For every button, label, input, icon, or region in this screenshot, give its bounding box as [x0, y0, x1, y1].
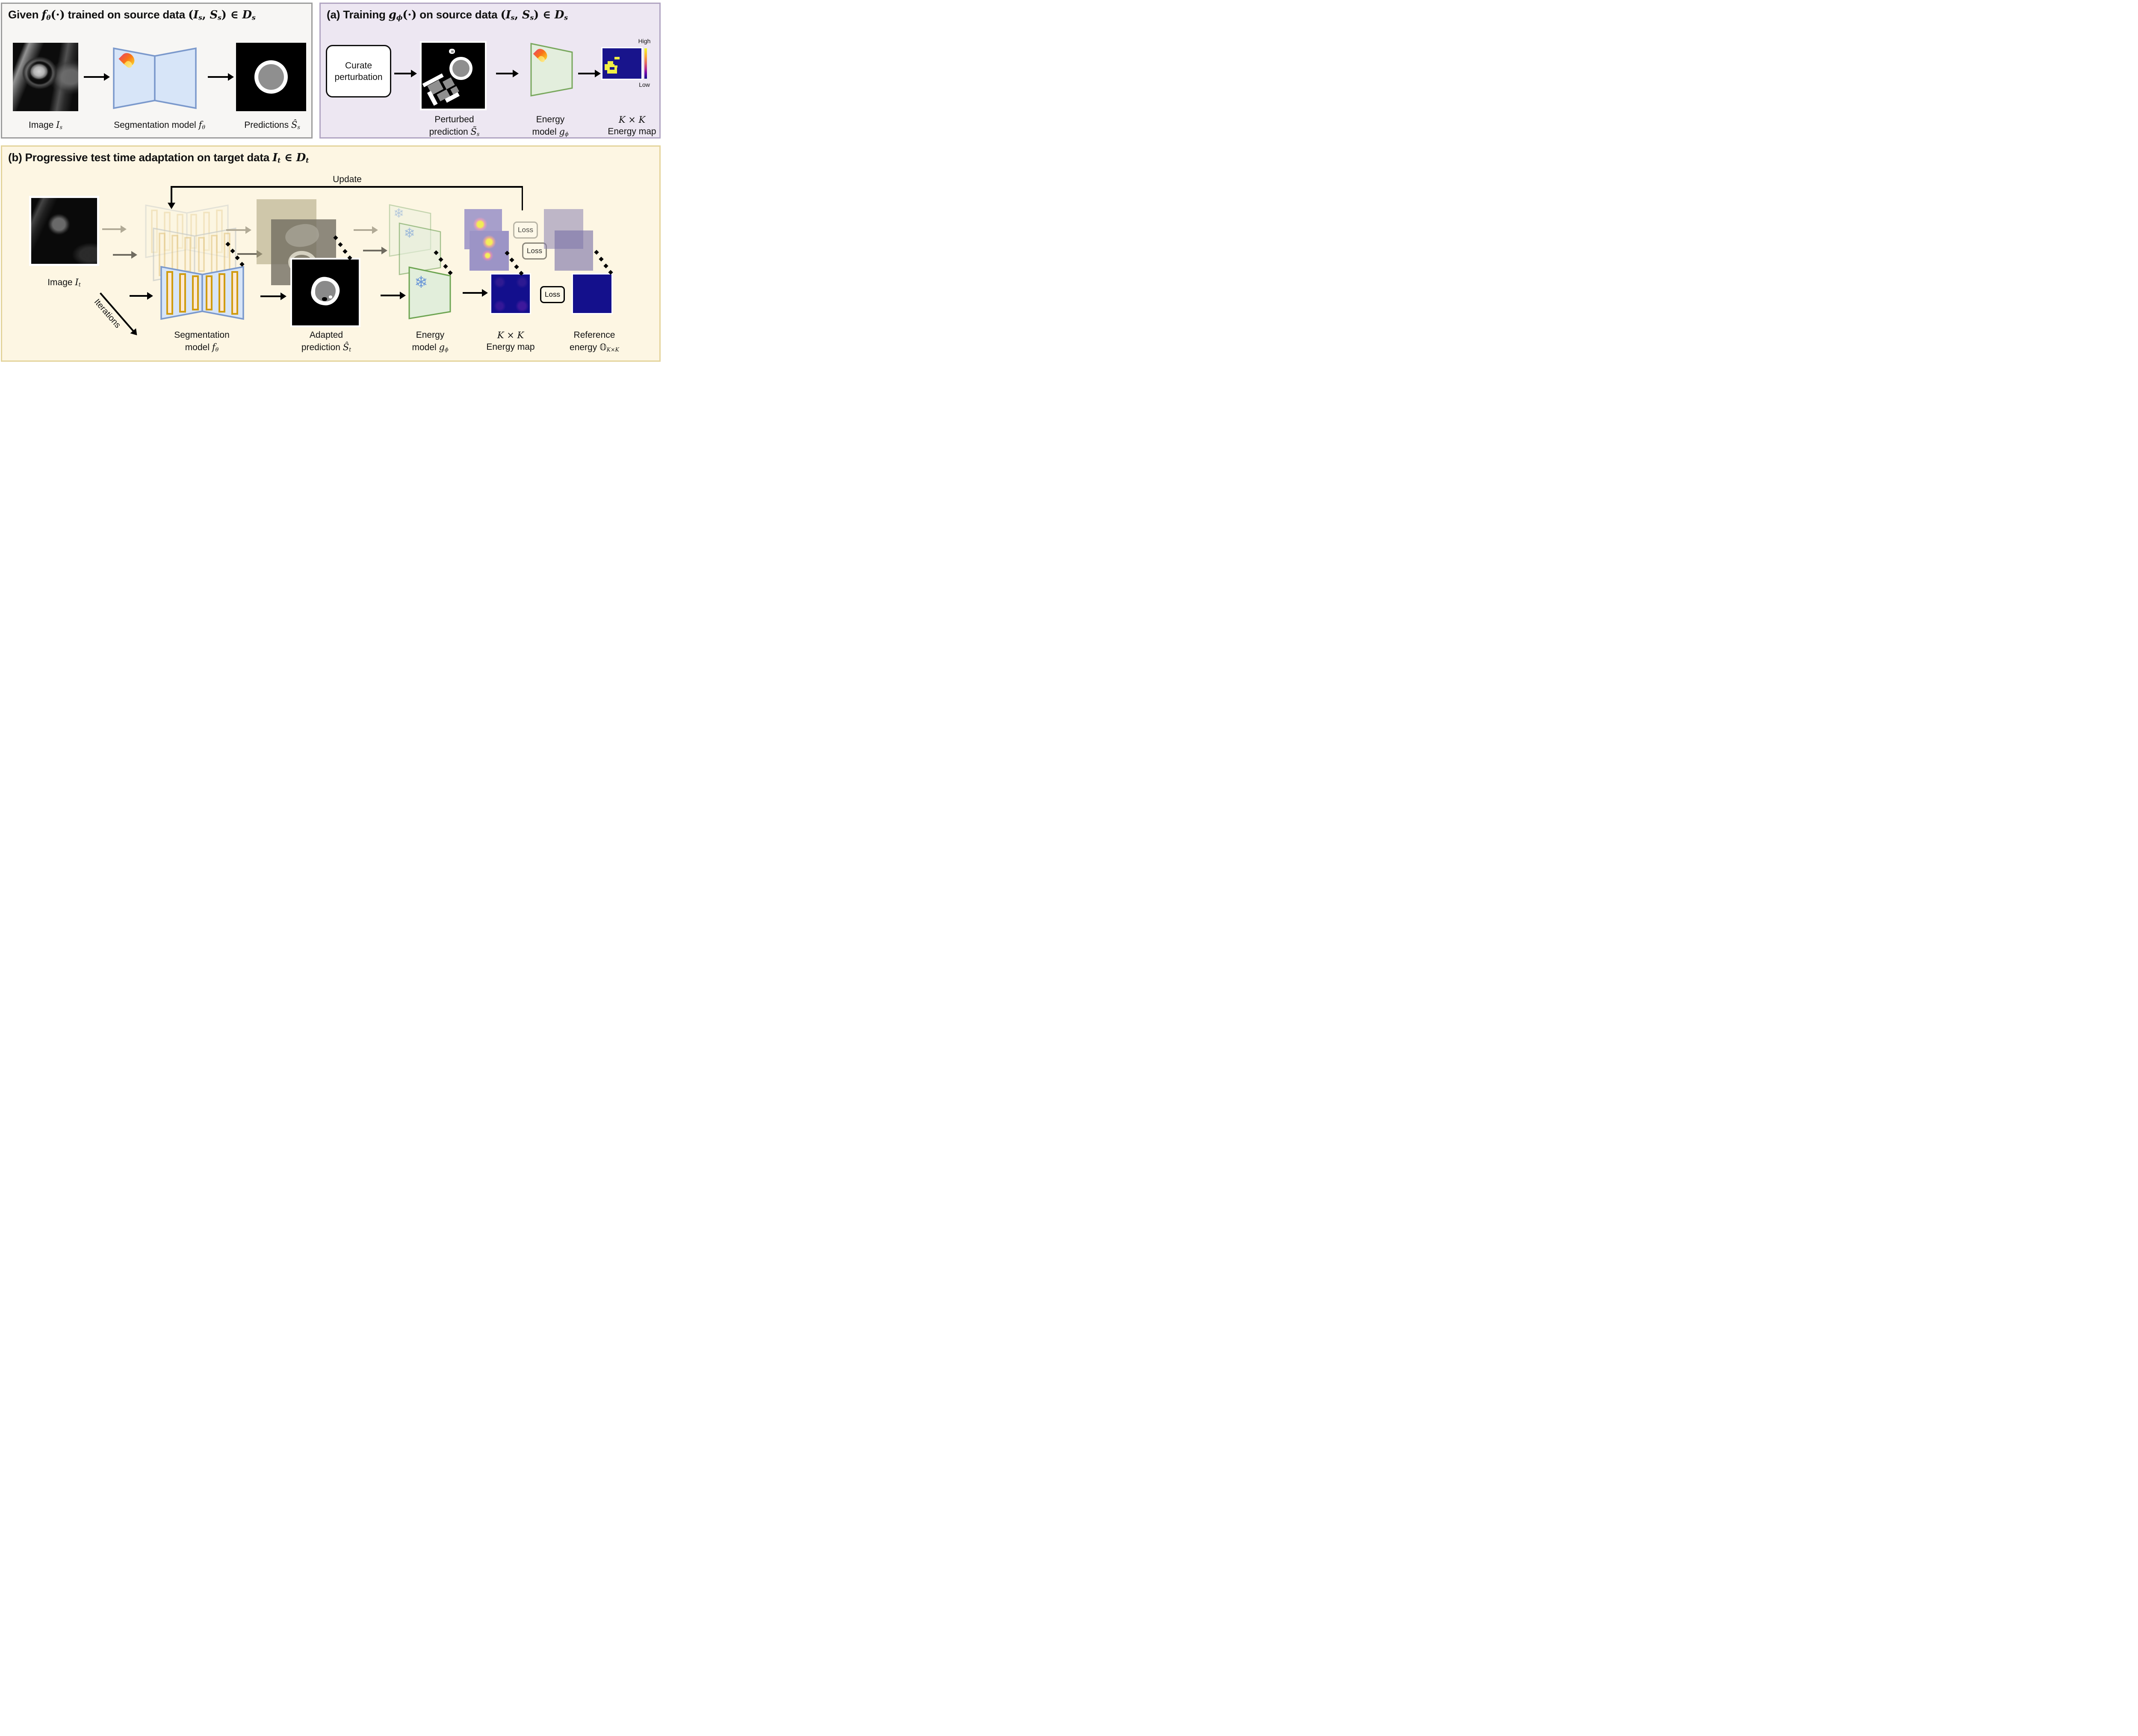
energy-copy-iter2 — [399, 222, 441, 275]
arrow-pred-to-energy-current — [381, 295, 400, 296]
reference-energy-iter2 — [555, 230, 593, 271]
curate-perturbation-box: Curate perturbation — [326, 45, 391, 97]
loss-box-iter1: Loss — [513, 221, 538, 239]
energy-map-b-label-l1: K × K — [497, 330, 524, 340]
snowflake-icon: ❄ — [393, 206, 405, 221]
model-b-label-l2: model fθ — [185, 342, 219, 353]
arrow-energy-model-to-map — [578, 73, 595, 74]
panel-a-title: (a) Training gϕ(·) on source data (Is, S… — [327, 8, 568, 22]
perturbed-label-l2: prediction S̃s — [429, 127, 480, 137]
colorbar-low-label: Low — [639, 81, 650, 88]
reference-energy-current — [573, 275, 611, 313]
arrow-iter2-to-model — [113, 254, 132, 256]
arrow-image-to-model — [84, 76, 104, 78]
segmentation-model-stack — [145, 204, 244, 320]
energy-map-a-label-l1: K × K — [618, 115, 646, 125]
energy-model-b-label-l2: model gϕ — [412, 342, 449, 353]
arrow-iter1-to-model — [102, 228, 121, 230]
perturbed-label-l1: Perturbed — [434, 115, 474, 124]
conv-bars — [166, 271, 238, 315]
arrow-current-to-model — [130, 295, 148, 297]
update-line-left-vertical — [171, 186, 172, 203]
loss-label: Loss — [545, 290, 560, 298]
fire-icon — [118, 50, 138, 73]
update-line-horizontal — [171, 186, 523, 188]
segmentation-model-source — [113, 47, 197, 109]
energy-model-a-label-l1: Energy — [536, 115, 565, 124]
adapted-label-l2: prediction Ŝt — [301, 342, 351, 353]
target-image-label: Image It — [47, 277, 81, 288]
arrow-model-to-pred-iter1 — [226, 229, 246, 231]
mask-interior — [452, 60, 470, 77]
arrow-model-to-pred-current — [260, 295, 281, 297]
energy-map-a — [602, 48, 641, 79]
arrow-energy-to-map — [463, 292, 482, 294]
snowflake-icon: ❄ — [404, 225, 415, 241]
energy-model-b-label-l1: Energy — [416, 330, 445, 340]
energy-map-b-current — [491, 275, 530, 313]
model-current — [160, 266, 244, 320]
figure-page: { "given": { "title": [ {"t":"Given ","k… — [0, 0, 661, 363]
mask-interior — [258, 64, 284, 90]
model-copy-iter1 — [145, 204, 229, 258]
panel-given-title: Given fθ(·) trained on source data (Is, … — [8, 8, 256, 22]
arrow-model-to-predictions — [208, 76, 228, 78]
energy-model-a-label-l2: model gϕ — [532, 127, 569, 137]
perturbation-blob — [451, 50, 454, 53]
loss-box-current: Loss — [540, 286, 565, 303]
source-predictions-label: Predictions Ŝs — [244, 120, 300, 130]
reference-label-l1: Reference — [573, 330, 615, 340]
arrow-pred-to-energy-iter1 — [354, 229, 372, 231]
adapted-label-l1: Adapted — [309, 330, 343, 340]
energy-model-stack — [389, 204, 451, 319]
source-model-label: Segmentation model fθ — [114, 120, 205, 130]
curate-line2: perturbation — [334, 72, 383, 82]
snowflake-icon: ❄ — [414, 273, 428, 292]
mask-speck — [329, 295, 332, 298]
update-line-right-vertical — [521, 186, 523, 210]
arrow-model-to-pred-iter2 — [237, 253, 257, 255]
loss-box-iter2: Loss — [522, 242, 547, 260]
energy-map-iter2 — [470, 231, 509, 271]
mask-notch — [322, 297, 327, 301]
loss-label: Loss — [527, 247, 542, 255]
adapted-prediction-image — [292, 260, 359, 325]
arrow-perturbed-to-energy-model — [496, 73, 513, 74]
colorbar-high-label: High — [638, 38, 651, 44]
source-mri-image — [13, 43, 78, 111]
energy-current — [408, 266, 451, 319]
perturbed-prediction-image — [422, 43, 485, 109]
model-right-half — [154, 47, 197, 109]
update-label: Update — [333, 174, 362, 184]
fire-icon — [533, 46, 550, 67]
energy-map-b-label-l2: Energy map — [486, 342, 535, 352]
reference-label-l2: energy 𝕆K×K — [570, 342, 619, 353]
source-image-label: Image Is — [29, 120, 62, 130]
arrow-pred-to-energy-iter2 — [363, 250, 382, 251]
arrow-curate-to-perturbed — [394, 73, 411, 74]
panel-b-title: (b) Progressive test time adaptation on … — [8, 151, 309, 165]
faint-mask-blob — [283, 221, 322, 251]
loss-label: Loss — [518, 226, 533, 234]
target-mri-image — [31, 198, 97, 264]
energy-colorbar — [644, 48, 647, 79]
update-arrowhead-icon — [168, 203, 175, 209]
energy-map-a-label-l2: Energy map — [608, 127, 656, 136]
source-predictions-image — [236, 43, 306, 111]
model-b-label-l1: Segmentation — [174, 330, 230, 340]
curate-line1: Curate — [345, 60, 372, 71]
